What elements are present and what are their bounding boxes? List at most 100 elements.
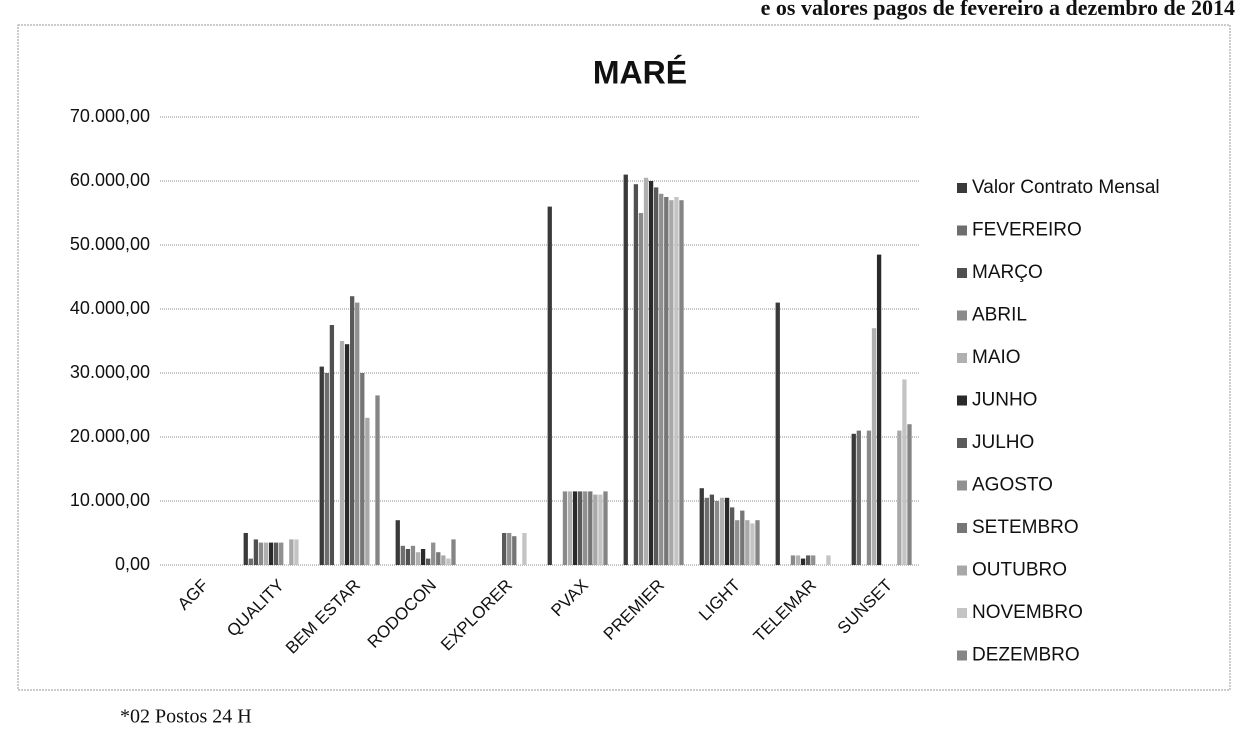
legend-swatch — [957, 608, 967, 618]
y-tick-label: 50.000,00 — [70, 234, 150, 254]
bar — [902, 379, 907, 565]
x-tick-label: PVAX — [547, 576, 592, 621]
bar — [263, 542, 269, 565]
bar — [522, 533, 527, 565]
legend-swatch — [957, 353, 967, 363]
bar — [704, 497, 709, 565]
bar — [643, 177, 649, 566]
bar — [638, 213, 644, 565]
legend-label: FEVEREIRO — [972, 220, 1082, 241]
bar — [669, 200, 674, 565]
x-tick-label: RODOCON — [364, 576, 440, 652]
bar — [339, 341, 345, 565]
y-tick-label: 20.000,00 — [70, 426, 150, 446]
x-tick-label: PREMIER — [600, 576, 668, 644]
bar — [355, 302, 360, 565]
legend-label: Valor Contrato Mensal — [972, 177, 1160, 198]
x-tick-label: QUALITY — [223, 576, 288, 641]
y-tick-label: 30.000,00 — [70, 362, 150, 382]
bar — [547, 206, 552, 565]
bar — [795, 555, 801, 565]
header-text: e os valores pagos de fevereiro a dezemb… — [761, 0, 1235, 20]
bar — [876, 254, 882, 565]
x-tick-label: TELEMAR — [750, 576, 820, 646]
y-tick-label: 70.000,00 — [70, 106, 150, 126]
bar — [268, 542, 274, 565]
bar — [365, 417, 370, 565]
x-tick-label: SUNSET — [834, 576, 896, 638]
legend-label: OUTUBRO — [972, 560, 1067, 581]
bar — [253, 539, 259, 565]
bar — [755, 520, 760, 565]
bar — [811, 555, 816, 565]
bar — [360, 373, 365, 565]
bar — [446, 558, 451, 565]
bar — [289, 539, 294, 565]
bar — [907, 424, 912, 565]
bar — [856, 430, 861, 565]
legend-swatch — [957, 395, 967, 406]
y-tick-label: 0,00 — [115, 554, 150, 574]
bar — [441, 555, 446, 565]
legend-swatch — [957, 523, 967, 533]
bar — [431, 542, 436, 565]
bar — [709, 494, 715, 565]
bar — [319, 366, 324, 565]
bar — [451, 539, 456, 565]
bar — [724, 497, 730, 565]
bar — [588, 491, 593, 565]
bar — [415, 552, 421, 565]
legend-swatch — [957, 480, 967, 491]
bar — [735, 520, 740, 565]
bar — [719, 497, 725, 565]
legend-label: MAIO — [972, 347, 1021, 368]
bar — [654, 187, 659, 565]
chart-frame — [17, 24, 1231, 691]
legend-label: ABRIL — [972, 305, 1027, 326]
legend-label: JULHO — [972, 432, 1034, 453]
bar — [740, 510, 745, 565]
bar — [426, 558, 431, 565]
bar — [648, 181, 654, 565]
x-tick-label: BEM ESTAR — [282, 576, 364, 658]
bar — [294, 539, 299, 565]
bar — [598, 494, 603, 565]
bar — [405, 549, 411, 565]
legend-swatch — [957, 438, 967, 448]
bar — [344, 344, 350, 565]
bar — [730, 507, 735, 565]
legend-swatch — [957, 183, 967, 193]
x-tick-label: LIGHT — [695, 576, 744, 625]
bar — [714, 501, 720, 565]
legend-swatch — [957, 268, 967, 278]
bar — [623, 174, 628, 565]
bar — [679, 200, 684, 565]
y-tick-label: 10.000,00 — [70, 490, 150, 510]
bar — [664, 197, 669, 565]
bar — [567, 491, 573, 565]
bar — [871, 328, 877, 565]
legend-label: NOVEMBRO — [972, 602, 1083, 623]
x-tick-label: EXPLORER — [437, 576, 516, 655]
bar — [507, 533, 512, 565]
bar — [324, 373, 329, 565]
bar — [750, 523, 755, 565]
bar — [274, 542, 279, 565]
bar — [258, 542, 264, 565]
bar — [572, 491, 578, 565]
legend-swatch — [957, 650, 967, 661]
bar — [897, 430, 902, 565]
legend-label: DEZEMBRO — [972, 645, 1080, 666]
bar — [502, 533, 507, 565]
bar — [699, 488, 704, 565]
bar — [395, 520, 400, 565]
legend-label: AGOSTO — [972, 475, 1053, 496]
bar — [329, 325, 335, 565]
bar — [800, 558, 806, 565]
bar — [593, 494, 598, 565]
bar — [826, 555, 831, 565]
bar — [790, 555, 796, 565]
legend-label: JUNHO — [972, 390, 1037, 411]
y-tick-label: 40.000,00 — [70, 298, 150, 318]
